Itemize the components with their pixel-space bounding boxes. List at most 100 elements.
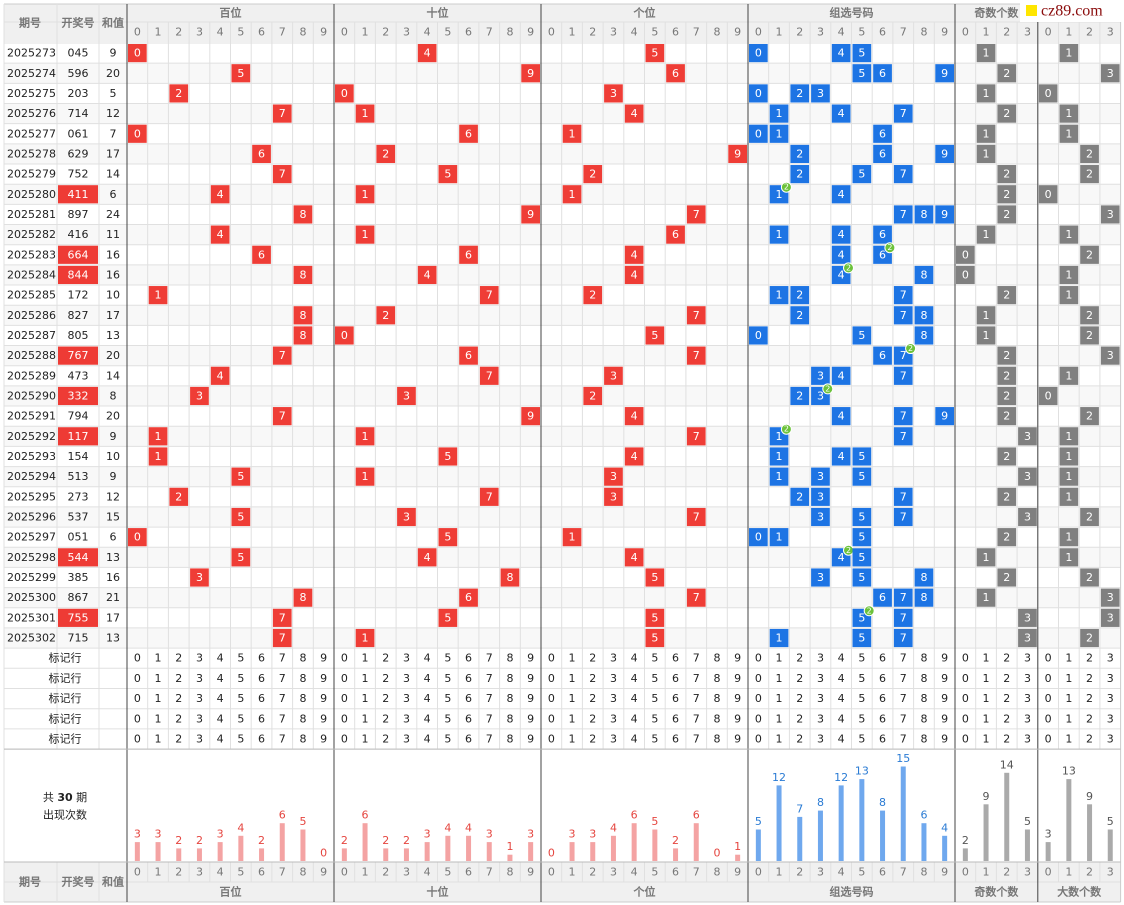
mark-label: 8 [506, 571, 513, 584]
mark-cell [438, 608, 458, 627]
mark-label: 2 [1086, 410, 1093, 423]
mark-cell [790, 286, 810, 305]
count-label: 9 [983, 790, 990, 803]
mark-cell [914, 265, 934, 285]
mark-cell [893, 427, 913, 446]
digit-header: 6 [672, 26, 679, 39]
mark-label: 4 [838, 369, 845, 382]
mark-cell [893, 306, 913, 325]
mark-cell [893, 407, 913, 426]
mark-cell [1038, 386, 1058, 406]
sum: 11 [106, 228, 120, 241]
mark-label: 5 [237, 551, 244, 564]
draw-number: 752 [68, 168, 89, 181]
mark-label: 1 [155, 450, 162, 463]
mark-row-digit: 5 [444, 652, 451, 665]
digit-header: 0 [134, 26, 141, 39]
mark-row-digit: 4 [631, 692, 638, 705]
mark-cell [128, 528, 147, 547]
mark-label: 6 [879, 147, 886, 160]
mark-cell [914, 326, 934, 345]
count-bar [1004, 772, 1010, 861]
mark-row-digit: 7 [900, 672, 907, 685]
mark-label: 6 [672, 228, 679, 241]
draw-number: 544 [68, 551, 89, 564]
mark-label: 1 [155, 289, 162, 302]
mark-cell [210, 185, 230, 204]
mark-label: 2 [796, 490, 803, 503]
issue: 2025273 [7, 47, 56, 60]
digit-header: 0 [134, 866, 141, 879]
mark-row-digit: 6 [879, 712, 886, 725]
count-bar [134, 842, 140, 861]
sum: 8 [110, 389, 117, 402]
mark-row-digit: 1 [1065, 733, 1072, 746]
mark-row-digit: 9 [941, 712, 948, 725]
mark-label: 2 [1086, 248, 1093, 261]
mark-row-digit: 0 [962, 692, 969, 705]
repeat-badge [780, 423, 792, 435]
mark-row-digit: 0 [548, 733, 555, 746]
count-bar [797, 816, 803, 861]
mark-row-digit: 0 [755, 652, 762, 665]
mark-label: 0 [962, 248, 969, 261]
mark-row-digit: 0 [341, 672, 348, 685]
mark-label: 2 [1086, 632, 1093, 645]
count-label: 3 [134, 828, 141, 841]
mark-label: 3 [1107, 67, 1114, 80]
mark-label: 2 [1003, 67, 1010, 80]
mark-row-digit: 7 [900, 733, 907, 746]
mark-cell [852, 548, 872, 567]
mark-label: 2 [1086, 571, 1093, 584]
mark-label: 3 [1107, 611, 1114, 624]
mark-cell [1080, 306, 1099, 325]
issue: 2025297 [7, 531, 56, 544]
count-bar [279, 823, 285, 861]
mark-label: 5 [651, 329, 658, 342]
mark-label: 2 [1086, 168, 1093, 181]
count-bar [1107, 829, 1113, 861]
digit-header: 9 [527, 26, 534, 39]
mark-cell [893, 165, 913, 184]
mark-row-digit: 2 [1086, 692, 1093, 705]
sum: 5 [110, 87, 117, 100]
group-header: 大数个数 [1057, 885, 1102, 899]
count-bar [921, 823, 927, 861]
mark-cell [976, 84, 996, 103]
mark-cell [293, 306, 313, 325]
mark-label: 5 [858, 510, 865, 523]
mark-label: 4 [838, 268, 845, 281]
mark-cell [997, 104, 1017, 123]
mark-label: 1 [362, 107, 369, 120]
mark-cell [645, 608, 665, 627]
digit-header: 5 [651, 26, 658, 39]
mark-cell [624, 104, 644, 123]
mark-cell [873, 124, 892, 143]
mark-cell [790, 386, 810, 406]
mark-row-digit: 1 [362, 712, 369, 725]
digit-header: 5 [237, 26, 244, 39]
mark-row-digit: 2 [796, 692, 803, 705]
digit-header: 1 [983, 866, 990, 879]
draw-number: 537 [68, 510, 89, 523]
mark-cell [852, 568, 872, 587]
mark-label: 2 [1003, 490, 1010, 503]
mark-cell [1080, 407, 1099, 426]
mark-label: 1 [362, 470, 369, 483]
mark-row-digit: 8 [299, 733, 306, 746]
digit-header: 0 [548, 26, 555, 39]
mark-row-digit: 6 [258, 652, 265, 665]
stats-caption-part: 期 [76, 791, 87, 804]
mark-row-digit: 7 [693, 672, 700, 685]
mark-label: 5 [858, 67, 865, 80]
mark-cell [521, 64, 540, 83]
mark-row-digit: 8 [299, 712, 306, 725]
digit-header: 8 [920, 26, 927, 39]
mark-cell [686, 507, 706, 527]
mark-label: 2 [1003, 107, 1010, 120]
mark-cell [893, 628, 913, 648]
draw-number: 172 [68, 289, 89, 302]
mark-row-digit: 1 [983, 733, 990, 746]
mark-row-digit: 8 [713, 712, 720, 725]
mark-row-digit: 5 [651, 672, 658, 685]
